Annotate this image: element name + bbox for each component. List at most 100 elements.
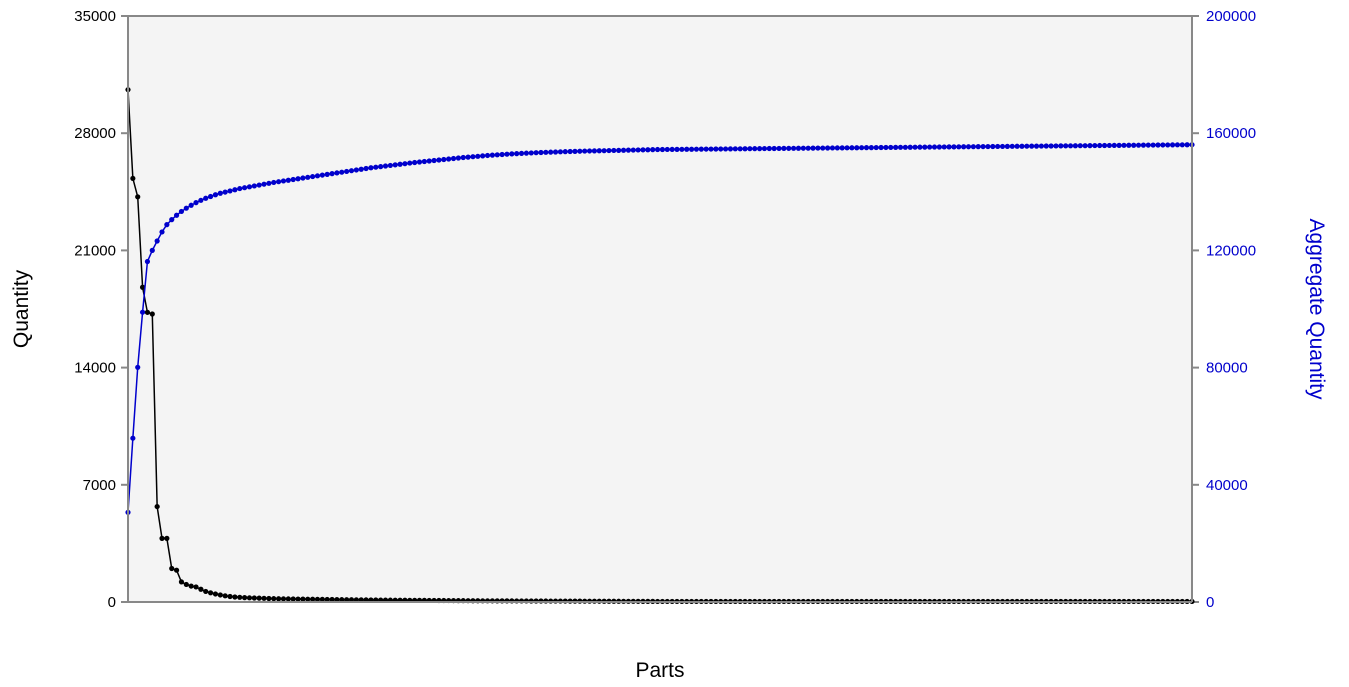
aggregate-series-point: [596, 148, 602, 154]
quantity-series-point: [329, 596, 335, 603]
quantity-series-point: [300, 596, 306, 602]
quantity-series-point: [256, 595, 262, 601]
aggregate-series-point: [985, 143, 991, 150]
aggregate-series-point: [956, 144, 962, 150]
y-tick-label: 21000: [74, 242, 116, 259]
aggregate-series-point: [514, 151, 520, 157]
aggregate-series-point: [577, 148, 583, 154]
aggregate-series-point: [586, 148, 593, 154]
aggregate-series-point: [1116, 142, 1122, 148]
aggregate-series-point: [961, 144, 967, 150]
aggregate-series-point: [829, 145, 836, 151]
aggregate-series-point: [582, 148, 588, 154]
aggregate-series-point: [1169, 142, 1176, 148]
aggregate-series-point: [1184, 142, 1190, 148]
aggregate-series-point: [927, 144, 933, 150]
aggregate-series-point: [392, 162, 398, 168]
aggregate-series-point: [800, 145, 806, 151]
aggregate-series-point: [217, 190, 223, 196]
aggregate-series-point: [1067, 143, 1074, 149]
aggregate-series-point: [237, 185, 243, 192]
aggregate-series-point: [290, 176, 296, 183]
aggregate-series-point: [990, 143, 996, 150]
aggregate-series-point: [825, 145, 831, 151]
aggregate-series-point: [708, 146, 714, 152]
aggregate-series-point: [489, 152, 495, 158]
aggregate-series-point: [859, 145, 865, 151]
aggregate-series-point: [426, 158, 432, 164]
aggregate-series-point: [538, 149, 544, 156]
aggregate-series-point: [922, 144, 928, 150]
aggregate-series-point: [591, 148, 598, 154]
aggregate-series-point: [183, 205, 189, 211]
aggregate-series-point: [839, 145, 845, 151]
quantity-series-point: [198, 586, 204, 592]
aggregate-series-point: [606, 147, 612, 154]
quantity-series-point: [217, 592, 223, 598]
aggregate-series-point: [193, 200, 199, 206]
aggregate-series-point: [650, 147, 656, 153]
aggregate-series-point: [1135, 142, 1142, 148]
quantity-series-point: [164, 535, 170, 541]
quantity-series-point: [183, 581, 189, 588]
aggregate-series-point: [232, 187, 238, 193]
aggregate-series-point: [1145, 142, 1151, 148]
aggregate-series-point: [543, 149, 549, 155]
aggregate-series-point: [1106, 142, 1113, 149]
y-tick-label: 0: [108, 594, 116, 611]
aggregate-series-point: [897, 144, 904, 150]
aggregate-series-point: [169, 217, 175, 223]
aggregate-series-point: [455, 155, 461, 161]
aggregate-series-point: [1126, 142, 1132, 148]
quantity-series-point: [295, 596, 301, 602]
aggregate-series-point: [1140, 142, 1147, 148]
aggregate-series-point: [1179, 142, 1185, 148]
quantity-series-point: [285, 596, 291, 602]
aggregate-series-point: [766, 145, 772, 152]
quantity-series-point: [246, 595, 253, 601]
x-axis-title: Parts: [635, 659, 684, 682]
aggregate-series-point: [149, 247, 155, 253]
aggregate-series-point: [975, 144, 981, 150]
y2-axis-title: Aggregate Quantity: [1305, 219, 1328, 400]
quantity-series-point: [159, 535, 165, 541]
aggregate-series-point: [198, 197, 204, 203]
aggregate-series-point: [747, 146, 753, 152]
aggregate-series-point: [781, 145, 787, 151]
quantity-series-point: [305, 596, 311, 602]
aggregate-series-point: [344, 168, 350, 175]
aggregate-series-point: [280, 178, 287, 184]
aggregate-series-point: [139, 309, 146, 315]
aggregate-series-point: [164, 222, 170, 228]
aggregate-series-point: [688, 146, 695, 152]
aggregate-series-point: [679, 146, 685, 152]
quantity-series-point: [261, 595, 267, 601]
aggregate-series-point: [951, 144, 957, 150]
aggregate-series-point: [154, 238, 160, 244]
aggregate-series-point: [761, 145, 768, 152]
quantity-series-point: [222, 593, 228, 599]
aggregate-series-point: [786, 145, 792, 151]
aggregate-series-point: [1077, 143, 1083, 149]
aggregate-series-point: [1004, 143, 1010, 149]
quantity-series-point: [339, 597, 345, 603]
aggregate-series-point: [1058, 143, 1064, 149]
aggregate-series-point: [844, 145, 850, 151]
aggregate-series-point: [475, 153, 481, 159]
aggregate-series-point: [509, 151, 515, 157]
aggregate-series-point: [601, 148, 607, 154]
y-axis-title: Quantity: [10, 269, 33, 348]
aggregate-series-point: [849, 145, 855, 151]
quantity-series-point: [266, 595, 272, 602]
quantity-series-point: [169, 565, 175, 572]
aggregate-series-point: [611, 147, 617, 154]
aggregate-series-point: [528, 150, 534, 156]
aggregate-series-point: [664, 146, 670, 153]
aggregate-series-point: [285, 177, 291, 183]
aggregate-series-point: [645, 147, 651, 153]
aggregate-series-point: [1092, 142, 1098, 149]
aggregate-series-point: [135, 364, 141, 370]
quantity-series-point: [334, 596, 340, 603]
quantity-series-point: [290, 596, 296, 602]
